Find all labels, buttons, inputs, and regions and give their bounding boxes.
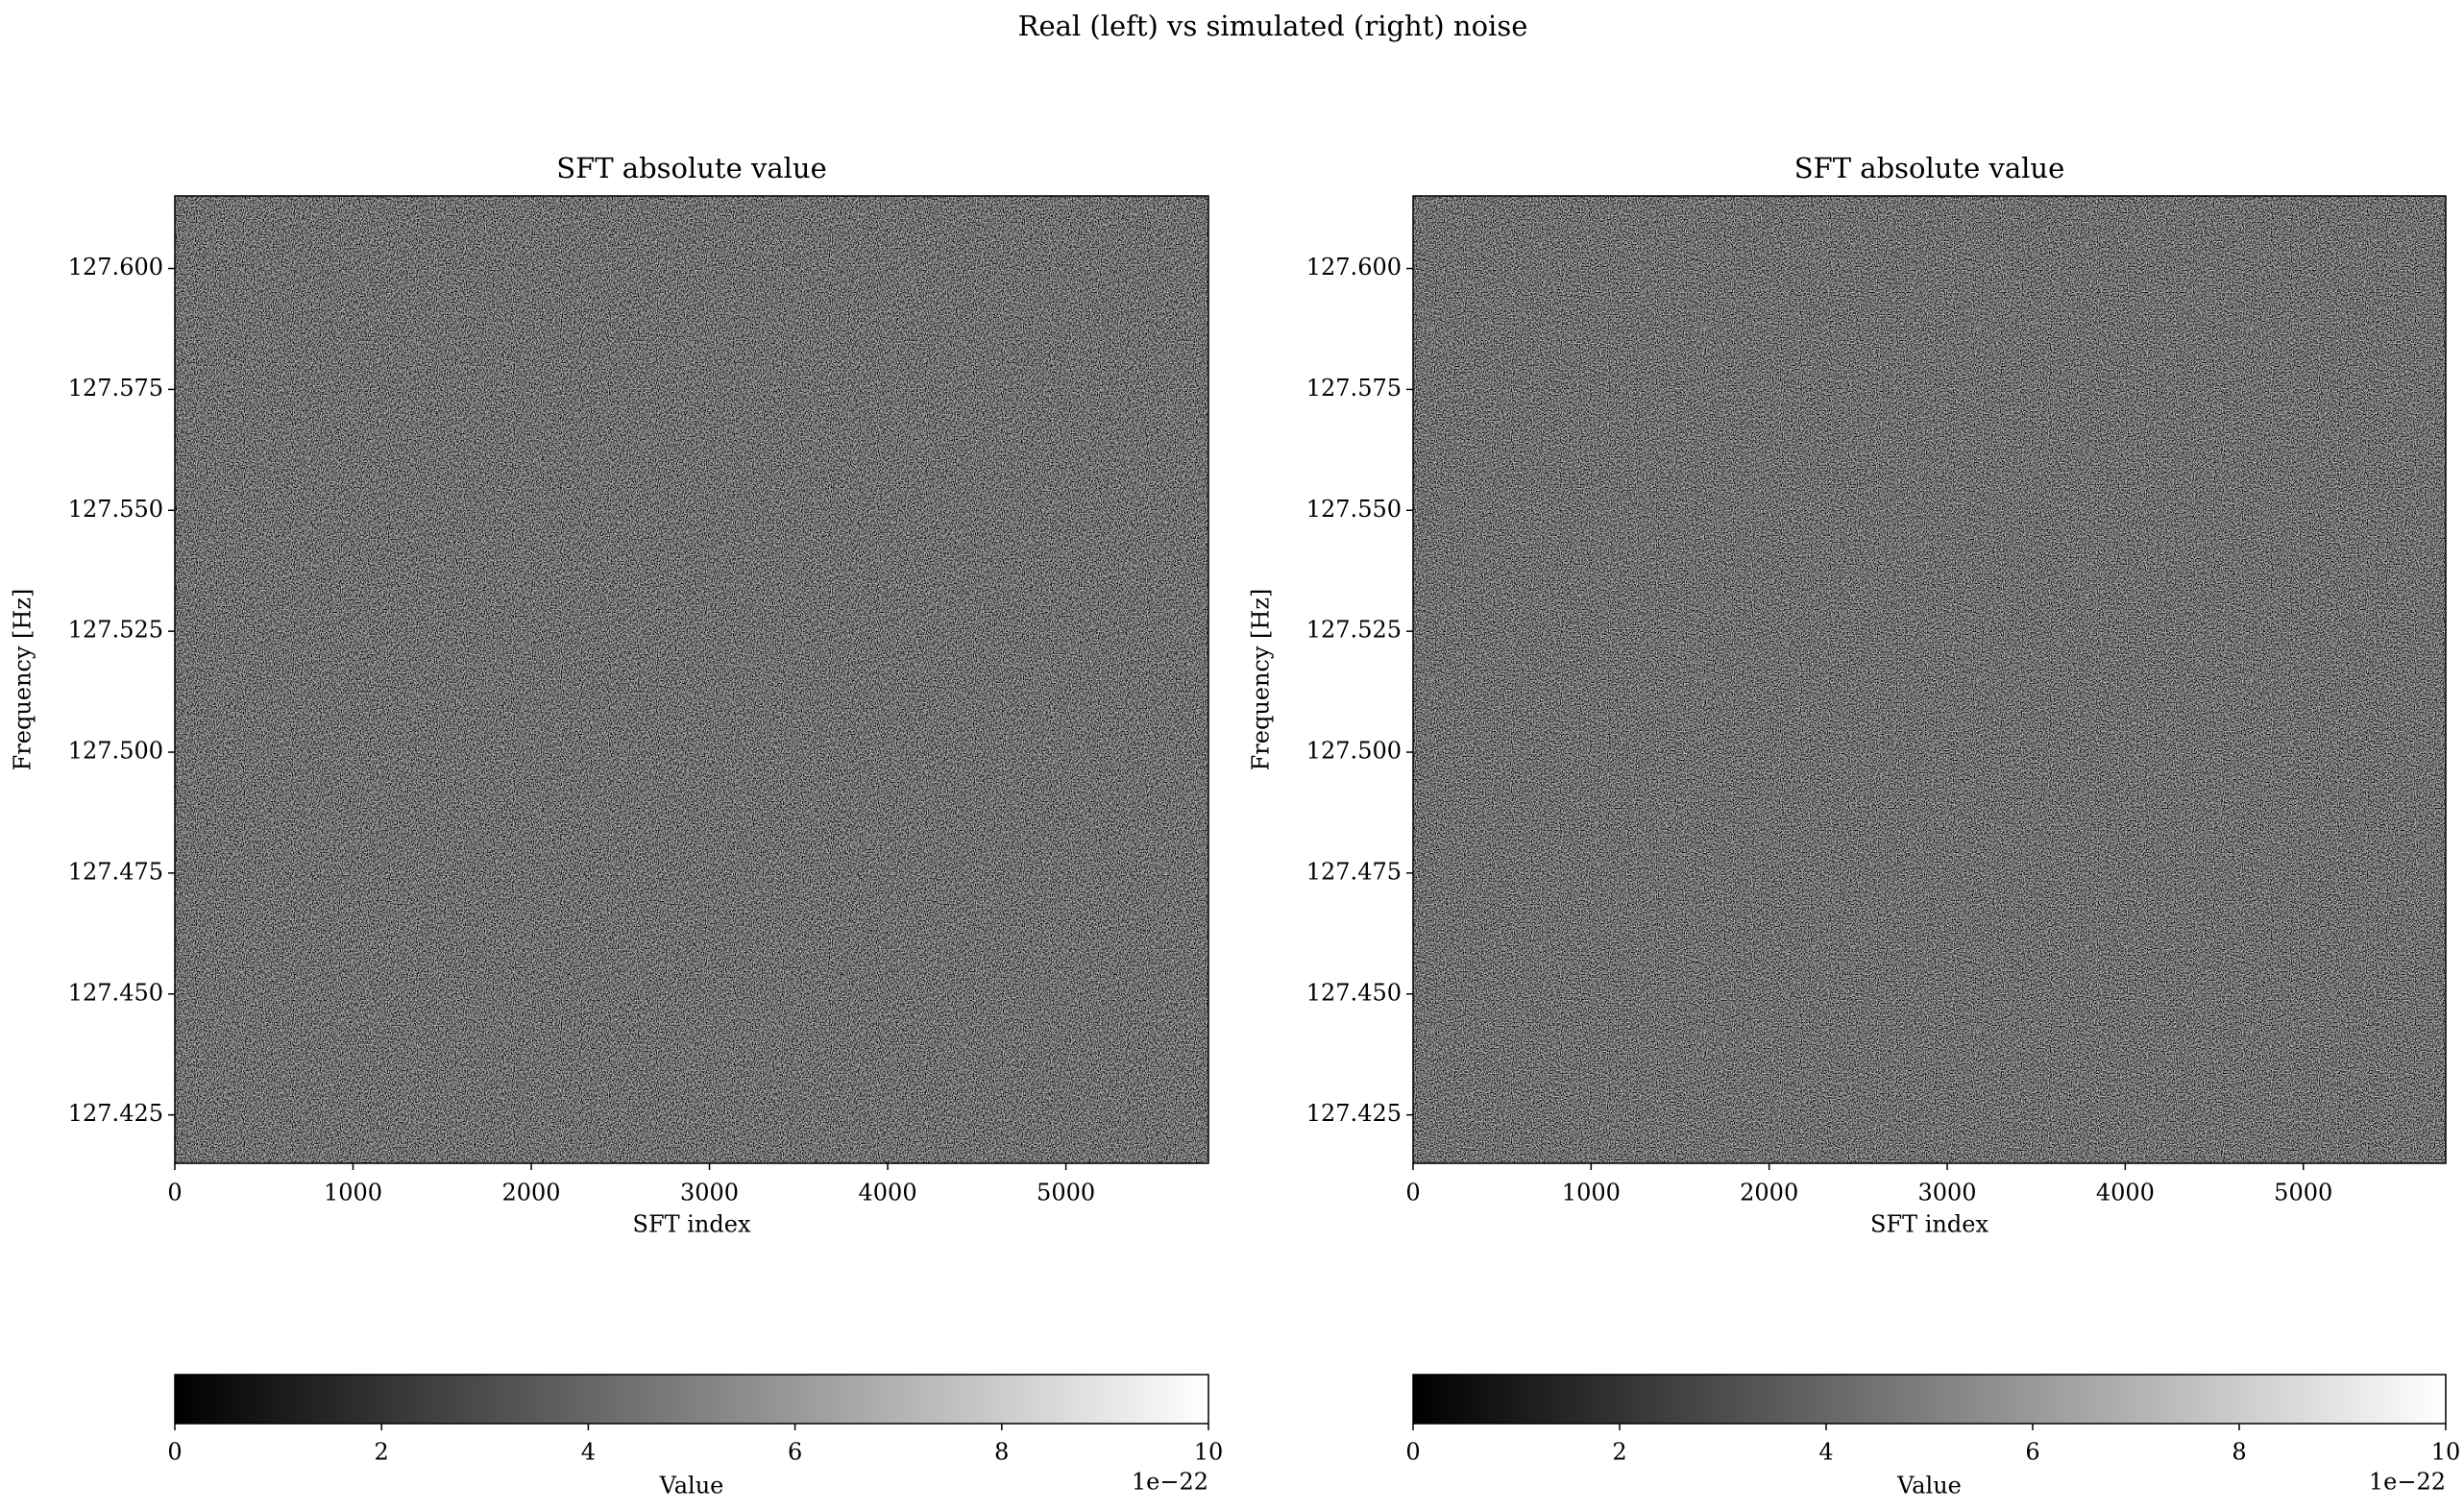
- x-tick-label: 5000: [1037, 1180, 1095, 1206]
- colorbar-tick-label: 4: [1818, 1439, 1833, 1466]
- y-tick-label: 127.450: [68, 979, 163, 1006]
- x-tick-label: 4000: [859, 1180, 917, 1206]
- colorbar-tick-label: 0: [1405, 1439, 1420, 1466]
- x-tick-label: 5000: [2274, 1180, 2332, 1206]
- colorbar: [174, 1374, 1209, 1425]
- y-tick-label: 127.600: [68, 254, 163, 280]
- y-tick-label: 127.475: [1306, 858, 1402, 885]
- y-axis-label: Frequency [Hz]: [10, 589, 37, 771]
- colorbar-tick-label: 0: [167, 1439, 182, 1466]
- x-tick-label: 2000: [1740, 1180, 1798, 1206]
- y-tick-label: 127.500: [1306, 738, 1402, 765]
- colorbar: [1412, 1374, 2447, 1425]
- colorbar-offset: 1e−22: [1132, 1469, 1208, 1496]
- axes-title: SFT absolute value: [556, 152, 827, 184]
- y-tick-label: 127.525: [1306, 617, 1402, 644]
- x-tick-label: 0: [167, 1180, 182, 1206]
- x-tick-label: 1000: [1562, 1180, 1621, 1206]
- x-tick-label: 1000: [324, 1180, 382, 1206]
- colorbar-label: Value: [1896, 1473, 1962, 1499]
- colorbar-tick-label: 6: [788, 1439, 802, 1466]
- x-tick-label: 0: [1405, 1180, 1420, 1206]
- x-tick-label: 2000: [501, 1180, 560, 1206]
- y-tick-label: 127.425: [1306, 1100, 1402, 1127]
- x-axis-label: SFT index: [1870, 1211, 1988, 1238]
- colorbar-tick-label: 10: [2431, 1439, 2461, 1466]
- colorbar-tick-label: 8: [2232, 1439, 2246, 1466]
- x-axis-label: SFT index: [633, 1211, 751, 1238]
- heatmap-image: [1413, 196, 2446, 1163]
- heatmap-image: [175, 196, 1208, 1163]
- y-tick-label: 127.425: [68, 1100, 163, 1127]
- colorbar-tick-label: 6: [2025, 1439, 2039, 1466]
- colorbar-tick-label: 2: [1612, 1439, 1626, 1466]
- axes-title: SFT absolute value: [1794, 152, 2065, 184]
- y-tick-label: 127.500: [68, 738, 163, 765]
- x-tick-label: 4000: [2096, 1180, 2155, 1206]
- y-tick-label: 127.575: [68, 375, 163, 402]
- colorbar-offset: 1e−22: [2369, 1469, 2446, 1496]
- colorbar-tick-label: 10: [1194, 1439, 1224, 1466]
- colorbar-label: Value: [659, 1473, 724, 1499]
- colorbar-tick-label: 4: [581, 1439, 596, 1466]
- y-tick-label: 127.550: [68, 496, 163, 523]
- axes-frame: [1412, 195, 2447, 1164]
- y-tick-label: 127.475: [68, 858, 163, 885]
- x-tick-label: 3000: [680, 1180, 739, 1206]
- colorbar-tick-label: 2: [375, 1439, 389, 1466]
- suptitle: Real (left) vs simulated (right) noise: [1018, 10, 1528, 42]
- y-tick-label: 127.600: [1306, 254, 1402, 280]
- y-tick-label: 127.525: [68, 617, 163, 644]
- y-tick-label: 127.550: [1306, 496, 1402, 523]
- y-tick-label: 127.575: [1306, 375, 1402, 402]
- colorbar-tick-label: 8: [994, 1439, 1009, 1466]
- axes-frame: [174, 195, 1209, 1164]
- y-tick-label: 127.450: [1306, 979, 1402, 1006]
- y-axis-label: Frequency [Hz]: [1248, 589, 1275, 771]
- x-tick-label: 3000: [1917, 1180, 1976, 1206]
